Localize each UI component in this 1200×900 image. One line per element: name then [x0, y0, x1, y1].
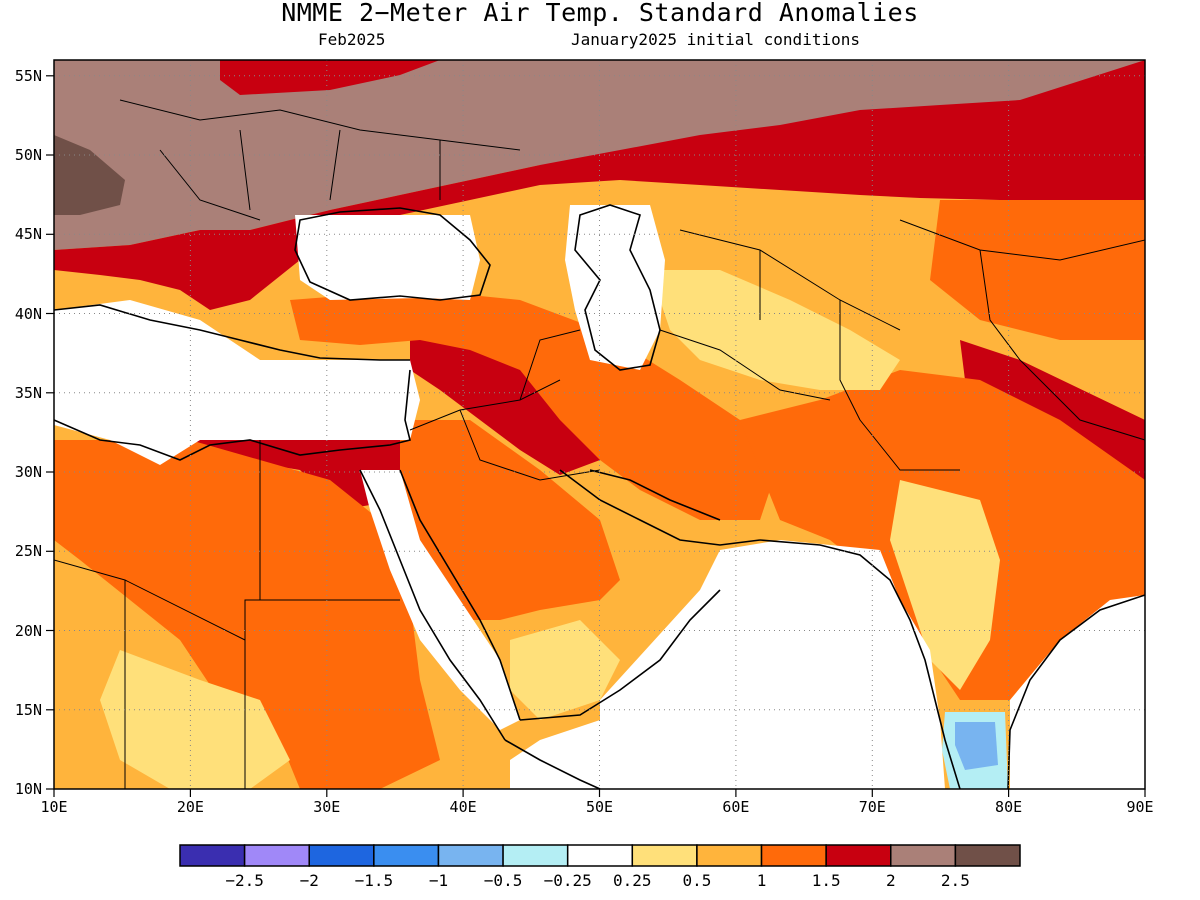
- coast-horn-africa: [504, 739, 601, 789]
- colorbar-box: [502, 844, 569, 867]
- colorbar-boxes: [179, 844, 1021, 867]
- field-hot-mideast: [410, 325, 600, 475]
- field-white-red-sea: [360, 470, 520, 730]
- coastlines: [54, 204, 1145, 789]
- lat-tick-label: 15N: [15, 701, 42, 719]
- lat-tick-label: 40N: [15, 305, 42, 323]
- colorbar-label: −2.5: [225, 871, 264, 890]
- lon-tick-label: 20E: [177, 798, 204, 816]
- field-warm-light-yemen: [510, 620, 620, 720]
- graticule: [54, 60, 1145, 789]
- colorbar-label: 2.5: [941, 871, 970, 890]
- map-title: NMME 2−Meter Air Temp. Standard Anomalie…: [281, 0, 919, 27]
- colorbar-label: 1: [757, 871, 767, 890]
- field-hot-north: [54, 60, 1145, 310]
- colorbar-label: −1: [429, 871, 448, 890]
- field-white-arabian-sea: [510, 540, 945, 789]
- field-warm-light-india: [890, 480, 1000, 690]
- lat-tick-label: 25N: [15, 542, 42, 560]
- border-lines-europe: [119, 99, 521, 221]
- coast-red-sea-west: [359, 469, 506, 741]
- coast-mediterranean-north: [54, 304, 410, 361]
- colorbar-label: −0.25: [544, 871, 592, 890]
- colorbar-box: [373, 844, 440, 867]
- colorbar-label: 0.5: [682, 871, 711, 890]
- coast-black-sea: [294, 207, 491, 301]
- colorbar-box: [179, 844, 246, 867]
- border-lines-mideast: [409, 329, 601, 481]
- country-borders: [54, 99, 1145, 789]
- lat-tick-label: 35N: [15, 384, 42, 402]
- colorbar-box: [437, 844, 504, 867]
- field-warmer-turkey: [290, 290, 780, 520]
- colorbar-box: [243, 844, 310, 867]
- lon-tick-label: 30E: [313, 798, 340, 816]
- field-warmer-arabia: [400, 420, 620, 620]
- colorbar-box: [308, 844, 375, 867]
- field-white-mediterranean: [54, 300, 420, 465]
- lat-tick-label: 30N: [15, 463, 42, 481]
- coast-red-sea-east: [399, 469, 521, 721]
- lat-tick-label: 10N: [15, 780, 42, 798]
- lon-tick-label: 80E: [995, 798, 1022, 816]
- lat-tick-labels: 10N 15N 20N 25N 30N 35N 40N 45N 50N 55N: [15, 67, 42, 798]
- border-lines-central-asia: [659, 229, 960, 471]
- colorbar-label: 2: [886, 871, 896, 890]
- lon-tick-label: 50E: [586, 798, 613, 816]
- colorbar-label: 0.25: [613, 871, 652, 890]
- field-warmer-africa: [54, 440, 440, 789]
- colorbar-label: 1.5: [812, 871, 841, 890]
- lat-tick-label: 20N: [15, 622, 42, 640]
- coast-arabia-south: [519, 589, 721, 721]
- colorbar-label: −1.5: [355, 871, 394, 890]
- axis-tick-marks: [46, 75, 1146, 797]
- field-warm-light-central-asia: [650, 270, 900, 390]
- initial-conditions: January2025 initial conditions: [571, 30, 860, 49]
- lon-tick-label: 40E: [450, 798, 477, 816]
- lon-tick-label: 90E: [1126, 798, 1153, 816]
- colorbar-box: [631, 844, 698, 867]
- coast-persian-gulf: [559, 469, 761, 546]
- colorbar-box: [566, 844, 634, 867]
- field-warm-light-africa: [100, 650, 290, 789]
- border-lines-africa: [54, 440, 400, 789]
- field-warmer-east: [930, 200, 1145, 340]
- colorbar-box: [890, 844, 957, 867]
- coast-gulf-east: [589, 469, 721, 521]
- anomaly-fields: [54, 60, 1145, 789]
- lat-tick-label: 50N: [15, 146, 42, 164]
- lon-tick-labels: 10E 20E 30E 40E 50E 60E 70E 80E 90E: [40, 798, 1153, 816]
- colorbar-box: [696, 844, 763, 867]
- field-white-bay-of-bengal: [1010, 595, 1145, 789]
- colorbar-box: [825, 844, 892, 867]
- field-white-blacksea: [295, 215, 480, 300]
- colorbar-label: −2: [300, 871, 319, 890]
- colorbar-labels: −2.5 −2 −1.5 −1 −0.5 −0.25 0.25 0.5 1 1.5 2 2.5: [225, 871, 969, 890]
- colorbar-box: [760, 844, 827, 867]
- colorbar-box: [954, 844, 1021, 867]
- border-lines-east: [899, 219, 1145, 441]
- coast-north-africa: [54, 369, 411, 461]
- lat-tick-label: 55N: [15, 67, 42, 85]
- coast-pakistan-india: [759, 539, 961, 789]
- coast-india-east: [1007, 594, 1145, 789]
- forecast-month: Feb2025: [318, 30, 386, 49]
- colorbar-label: −0.5: [484, 871, 523, 890]
- lon-tick-label: 60E: [722, 798, 749, 816]
- field-cool-india: [955, 722, 998, 770]
- lat-tick-label: 45N: [15, 225, 42, 243]
- field-extreme-west: [54, 135, 125, 215]
- lon-tick-label: 10E: [40, 798, 67, 816]
- lon-tick-label: 70E: [859, 798, 886, 816]
